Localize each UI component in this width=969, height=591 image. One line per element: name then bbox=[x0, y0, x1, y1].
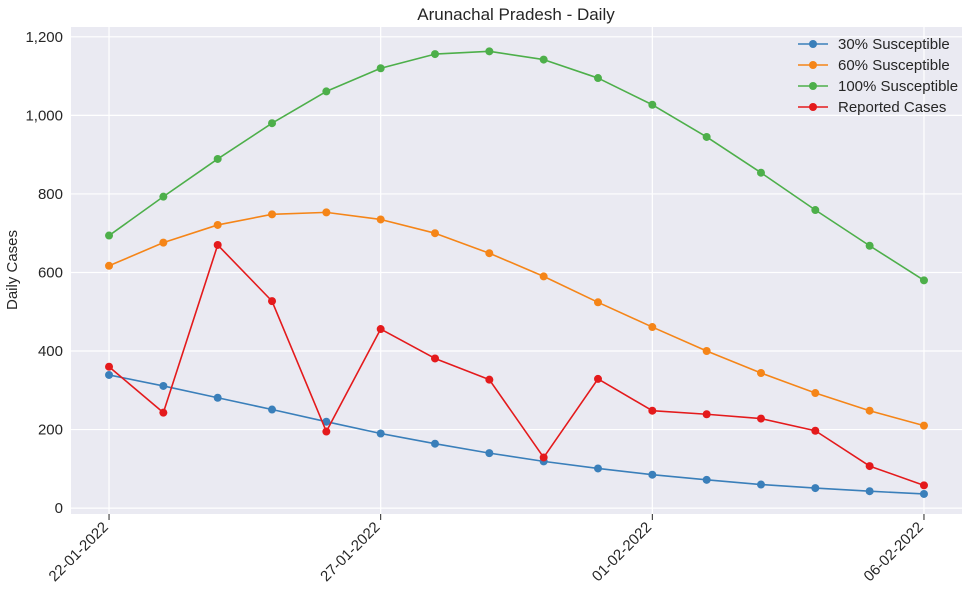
series-line-reported-cases bbox=[108, 244, 925, 487]
data-point-60pct-susceptible bbox=[485, 249, 494, 258]
series-line-100pct-susceptible bbox=[108, 50, 925, 281]
data-point-60pct-susceptible bbox=[593, 298, 602, 307]
y-tick-label: 1,200 bbox=[25, 29, 63, 46]
data-point-reported-cases bbox=[159, 408, 168, 417]
data-point-100pct-susceptible bbox=[593, 74, 602, 83]
y-tick-label: 0 bbox=[55, 500, 63, 517]
data-point-60pct-susceptible bbox=[159, 238, 168, 247]
data-point-100pct-susceptible bbox=[268, 119, 277, 128]
data-point-reported-cases bbox=[213, 240, 222, 249]
data-point-60pct-susceptible bbox=[431, 229, 440, 238]
y-axis-label: Daily Cases bbox=[4, 230, 21, 310]
x-tick-label: 01-02-2022 bbox=[589, 519, 655, 585]
data-point-30pct-susceptible bbox=[376, 429, 385, 438]
y-tick-label: 1,000 bbox=[25, 107, 63, 124]
x-tick-label: 22-01-2022 bbox=[46, 519, 112, 585]
data-point-60pct-susceptible bbox=[322, 208, 331, 217]
plot-background bbox=[71, 27, 962, 514]
data-point-100pct-susceptible bbox=[811, 206, 820, 215]
legend: 30% Susceptible 60% Susceptible 100% Susce… bbox=[798, 36, 958, 116]
data-point-reported-cases bbox=[756, 414, 765, 423]
data-point-30pct-susceptible bbox=[431, 439, 440, 448]
data-point-60pct-susceptible bbox=[539, 272, 548, 281]
legend-label-reported-cases: Reported Cases bbox=[838, 99, 946, 116]
data-point-reported-cases bbox=[702, 410, 711, 419]
data-point-100pct-susceptible bbox=[431, 50, 440, 59]
series-line-30pct-susceptible bbox=[108, 374, 925, 495]
data-point-60pct-susceptible bbox=[376, 215, 385, 224]
data-point-100pct-susceptible bbox=[919, 276, 928, 285]
data-point-reported-cases bbox=[105, 362, 114, 371]
data-point-30pct-susceptible bbox=[322, 417, 331, 426]
data-point-30pct-susceptible bbox=[919, 489, 928, 498]
y-tick-label: 200 bbox=[38, 422, 63, 439]
data-point-30pct-susceptible bbox=[159, 381, 168, 390]
data-point-100pct-susceptible bbox=[648, 100, 657, 109]
data-point-30pct-susceptible bbox=[865, 487, 874, 496]
data-point-30pct-susceptible bbox=[811, 484, 820, 493]
data-point-60pct-susceptible bbox=[268, 210, 277, 219]
data-point-30pct-susceptible bbox=[756, 480, 765, 489]
data-point-60pct-susceptible bbox=[213, 220, 222, 229]
data-point-60pct-susceptible bbox=[756, 369, 765, 378]
data-point-60pct-susceptible bbox=[702, 347, 711, 356]
data-point-100pct-susceptible bbox=[865, 241, 874, 250]
data-point-reported-cases bbox=[268, 297, 277, 306]
data-point-reported-cases bbox=[376, 325, 385, 334]
legend-marker-60pct-susceptible bbox=[809, 61, 817, 69]
data-point-30pct-susceptible bbox=[485, 449, 494, 458]
data-point-100pct-susceptible bbox=[702, 132, 711, 141]
data-point-100pct-susceptible bbox=[105, 231, 114, 240]
data-point-reported-cases bbox=[865, 462, 874, 471]
data-point-100pct-susceptible bbox=[376, 64, 385, 73]
data-point-30pct-susceptible bbox=[213, 393, 222, 402]
data-point-60pct-susceptible bbox=[105, 261, 114, 270]
x-tick-label: 06-02-2022 bbox=[861, 519, 927, 585]
data-point-reported-cases bbox=[485, 375, 494, 384]
x-tick-label: 27-01-2022 bbox=[317, 519, 383, 585]
data-point-30pct-susceptible bbox=[648, 470, 657, 479]
data-point-reported-cases bbox=[593, 374, 602, 383]
data-point-30pct-susceptible bbox=[702, 475, 711, 484]
y-tick-label: 800 bbox=[38, 186, 63, 203]
y-tick-label: 400 bbox=[38, 343, 63, 360]
data-point-30pct-susceptible bbox=[268, 405, 277, 414]
data-point-100pct-susceptible bbox=[213, 154, 222, 163]
y-tick-label: 600 bbox=[38, 264, 63, 281]
data-point-reported-cases bbox=[431, 354, 440, 363]
legend-label-60pct-susceptible: 60% Susceptible bbox=[838, 57, 950, 74]
data-point-30pct-susceptible bbox=[593, 464, 602, 473]
legend-marker-30pct-susceptible bbox=[809, 40, 817, 48]
data-point-reported-cases bbox=[539, 453, 548, 462]
legend-marker-100pct-susceptible bbox=[809, 82, 817, 90]
series-line-60pct-susceptible bbox=[108, 211, 925, 427]
data-point-reported-cases bbox=[811, 426, 820, 435]
data-point-60pct-susceptible bbox=[811, 389, 820, 398]
legend-label-30pct-susceptible: 30% Susceptible bbox=[838, 36, 950, 53]
data-point-100pct-susceptible bbox=[159, 192, 168, 201]
data-point-reported-cases bbox=[648, 406, 657, 415]
chart-title: Arunachal Pradesh - Daily bbox=[417, 5, 615, 24]
data-point-reported-cases bbox=[322, 427, 331, 436]
data-point-reported-cases bbox=[919, 481, 928, 490]
data-point-100pct-susceptible bbox=[756, 168, 765, 177]
plot-area: 0 200 400 600 800 1,000 1,200 22-01-2022 27-01-2… bbox=[25, 27, 962, 585]
data-point-100pct-susceptible bbox=[322, 87, 331, 96]
data-point-60pct-susceptible bbox=[919, 421, 928, 430]
data-point-100pct-susceptible bbox=[485, 47, 494, 56]
data-point-60pct-susceptible bbox=[865, 406, 874, 415]
legend-label-100pct-susceptible: 100% Susceptible bbox=[838, 78, 958, 95]
legend-marker-reported-cases bbox=[809, 103, 817, 111]
data-point-30pct-susceptible bbox=[105, 370, 114, 379]
data-point-60pct-susceptible bbox=[648, 323, 657, 332]
data-point-100pct-susceptible bbox=[539, 55, 548, 64]
